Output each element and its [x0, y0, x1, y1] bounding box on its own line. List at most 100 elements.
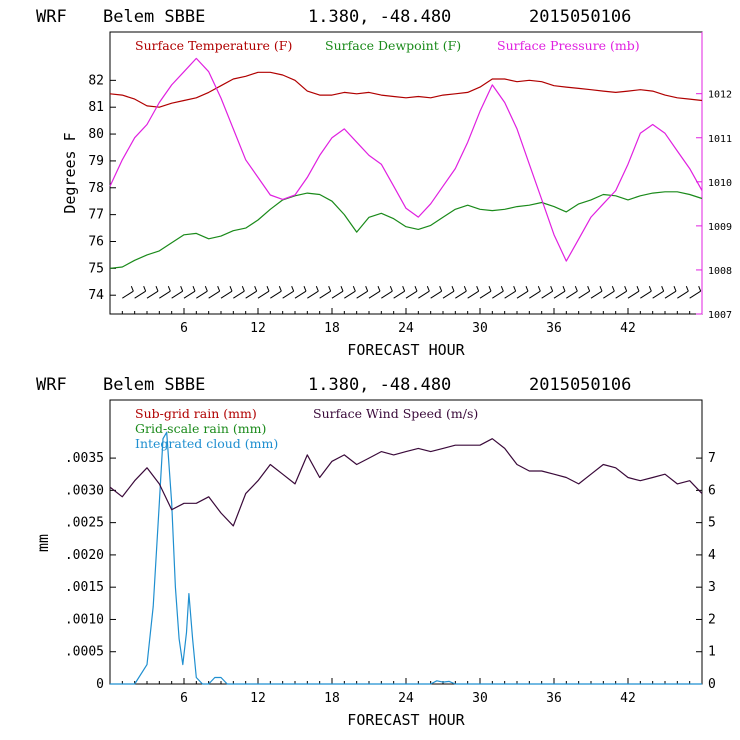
- wind-barb-flag: [414, 286, 418, 292]
- bottom-right-tick-label-5: 5: [708, 516, 716, 531]
- top-chart: 6 12 18 24 30 36 42 74 75 76 77 78 79 80 81 82 1007 1008 1…: [88, 32, 732, 336]
- bottom-header-model: WRF: [36, 375, 67, 395]
- top-right-tick-label-1010: 1010: [708, 178, 732, 189]
- wind-barb-flag: [352, 286, 356, 292]
- top-header-run: 2015050106: [529, 7, 631, 27]
- wind-barb-flag: [278, 286, 282, 292]
- wind-barb-flag: [167, 286, 171, 292]
- bottom-right-tick-label-6: 6: [708, 483, 716, 498]
- wind-barb: [652, 290, 664, 299]
- wind-barb: [516, 290, 529, 299]
- wind-barb: [553, 290, 566, 299]
- wind-barb-flag: [587, 286, 591, 292]
- top-x-tick-label-18: 18: [324, 321, 340, 336]
- wind-barb: [134, 290, 146, 299]
- top-right-tick-label-1009: 1009: [708, 222, 732, 233]
- bottom-y-axis-label: mm: [34, 534, 52, 552]
- wind-barb: [541, 290, 553, 299]
- bottom-y-tick-label-0030: .0030: [65, 483, 104, 498]
- legend-surface-dewpoint: Surface Dewpoint (F): [325, 38, 461, 53]
- legend-surface-pressure: Surface Pressure (mb): [497, 38, 640, 53]
- top-x-axis-label: FORECAST HOUR: [347, 341, 465, 359]
- wind-barb-flag: [291, 286, 295, 292]
- bottom-x-tick-label-30: 30: [472, 691, 488, 706]
- wind-barb: [467, 290, 479, 299]
- bottom-series-integrated-cloud-mm: [110, 431, 702, 685]
- wind-barb-flag: [377, 286, 381, 292]
- wind-barb: [492, 290, 504, 299]
- wind-barb-flag: [254, 286, 258, 292]
- wind-barb: [270, 290, 282, 299]
- top-plot-frame: [109, 31, 703, 315]
- wind-barb-flag: [698, 286, 702, 292]
- top-header-coords: 1.380, -48.480: [308, 7, 451, 27]
- legend-grid-scale-rain: Grid-scale rain (mm): [135, 421, 266, 436]
- top-right-tick-label-1007: 1007: [708, 310, 732, 321]
- wind-barb-flag: [204, 286, 208, 292]
- wind-barb: [479, 290, 492, 299]
- top-right-tick-label-1011: 1011: [708, 134, 732, 145]
- wind-barb: [442, 290, 455, 299]
- top-y-tick-label-80: 80: [88, 127, 104, 142]
- wind-barb: [245, 290, 257, 299]
- legend-sub-grid-rain: Sub-grid rain (mm): [135, 406, 257, 421]
- bottom-right-tick-label-2: 2: [708, 612, 716, 627]
- wind-barb-flag: [537, 286, 541, 292]
- wind-barb: [504, 290, 516, 299]
- wind-barb-flag: [500, 286, 504, 292]
- wind-barb: [566, 290, 578, 299]
- wind-barb-flag: [402, 286, 406, 292]
- wind-barb: [627, 290, 640, 299]
- bottom-x-tick-label-12: 12: [250, 691, 266, 706]
- bottom-right-tick-label-3: 3: [708, 580, 716, 595]
- bottom-series-surface-wind-speed-m-s: [109, 438, 703, 527]
- bottom-y-tick-label-0025: .0025: [65, 516, 104, 531]
- bottom-y-tick-label-0035: .0035: [65, 451, 104, 466]
- wind-barb: [677, 290, 689, 299]
- bottom-right-tick-label-4: 4: [708, 548, 716, 563]
- top-series-surface-pressure-mb: [109, 57, 703, 262]
- wind-barb-flag: [451, 286, 455, 292]
- wind-barb-flag: [476, 286, 480, 292]
- wind-barb-flag: [513, 286, 517, 292]
- wind-barb-flag: [488, 286, 492, 292]
- top-x-tick-label-42: 42: [620, 321, 636, 336]
- top-x-tick-label-12: 12: [250, 321, 266, 336]
- bottom-legend: Sub-grid rain (mm) Surface Wind Speed (m…: [135, 406, 478, 451]
- wind-barb-flag: [155, 286, 159, 292]
- wind-barb-flag: [673, 286, 677, 292]
- wind-barb-flag: [636, 286, 640, 292]
- wind-barb: [282, 290, 294, 299]
- bottom-x-tick-label-18: 18: [324, 691, 340, 706]
- wind-barb: [640, 290, 652, 299]
- wind-barb-flag: [180, 286, 184, 292]
- wind-barb-flag: [130, 286, 134, 292]
- top-y-tick-label-77: 77: [88, 208, 104, 223]
- bottom-x-axis-label: FORECAST HOUR: [347, 711, 465, 729]
- wind-barb: [590, 290, 603, 299]
- bottom-y-tick-label-0015: .0015: [65, 580, 104, 595]
- top-y-tick-label-75: 75: [88, 261, 104, 276]
- wind-barb: [393, 290, 405, 299]
- wind-barb-flag: [525, 286, 529, 292]
- wind-barb: [146, 290, 159, 299]
- wind-barb-flag: [266, 286, 270, 292]
- wind-barb: [294, 290, 307, 299]
- wind-barb: [307, 290, 319, 299]
- wind-barb: [257, 290, 270, 299]
- wind-barb: [122, 290, 134, 299]
- wind-barb: [455, 290, 467, 299]
- bottom-x-tick-label-24: 24: [398, 691, 414, 706]
- top-x-tick-label-6: 6: [180, 321, 188, 336]
- wind-barb: [331, 290, 344, 299]
- bottom-chart: 6 12 18 24 30 36 420.0005.0010.0015.0020.0025.…: [65, 431, 716, 706]
- top-header-model: WRF: [36, 7, 67, 27]
- wind-barb-flag: [143, 286, 147, 292]
- wind-barb: [159, 290, 171, 299]
- top-chart-header: WRF Belem SBBE 1.380, -48.480 2015050106: [36, 7, 631, 27]
- wind-barb-flag: [611, 286, 615, 292]
- bottom-right-tick-label-7: 7: [708, 451, 716, 466]
- top-legend: Surface Temperature (F) Surface Dewpoint…: [135, 38, 640, 53]
- wind-barb: [220, 290, 233, 299]
